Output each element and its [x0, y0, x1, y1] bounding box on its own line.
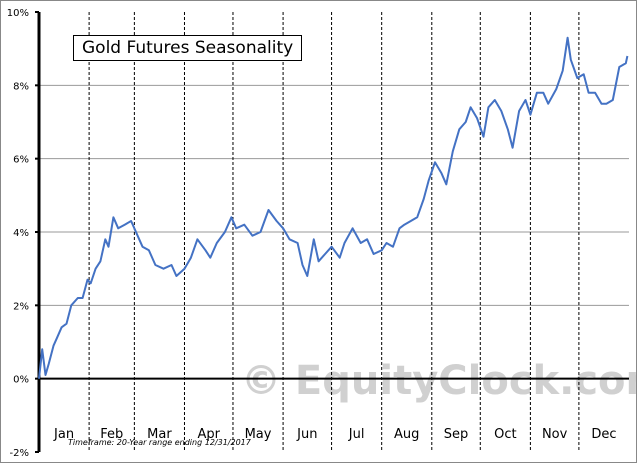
y-tick-label: 10% — [7, 8, 29, 19]
x-tick-label-may: May — [245, 427, 272, 442]
chart-title: Gold Futures Seasonality — [73, 35, 303, 61]
x-tick-label-jan: Jan — [53, 427, 74, 442]
x-tick-label-aug: Aug — [394, 427, 419, 442]
x-tick-label-nov: Nov — [542, 427, 568, 442]
timeframe-footnote: Timeframe: 20-Year range ending 12/31/20… — [68, 438, 251, 447]
x-tick-label-mar: Mar — [147, 427, 172, 442]
y-tick-label: 4% — [13, 228, 29, 239]
y-tick-label: 2% — [13, 301, 29, 312]
x-tick-label-apr: Apr — [197, 427, 220, 442]
watermark: © EquityClock.com — [241, 358, 637, 404]
y-tick-label: 8% — [13, 81, 29, 92]
x-tick-label-jul: Jul — [348, 427, 365, 442]
x-tick-label-oct: Oct — [494, 427, 516, 442]
x-tick-label-feb: Feb — [100, 427, 123, 442]
y-tick-label: 0% — [13, 375, 29, 386]
y-tick-label: -2% — [10, 448, 29, 459]
x-tick-label-jun: Jun — [296, 427, 317, 442]
y-tick-label: 6% — [13, 155, 29, 166]
series-line — [38, 36, 629, 379]
x-tick-label-dec: Dec — [591, 427, 616, 442]
x-tick-label-sep: Sep — [444, 427, 469, 442]
